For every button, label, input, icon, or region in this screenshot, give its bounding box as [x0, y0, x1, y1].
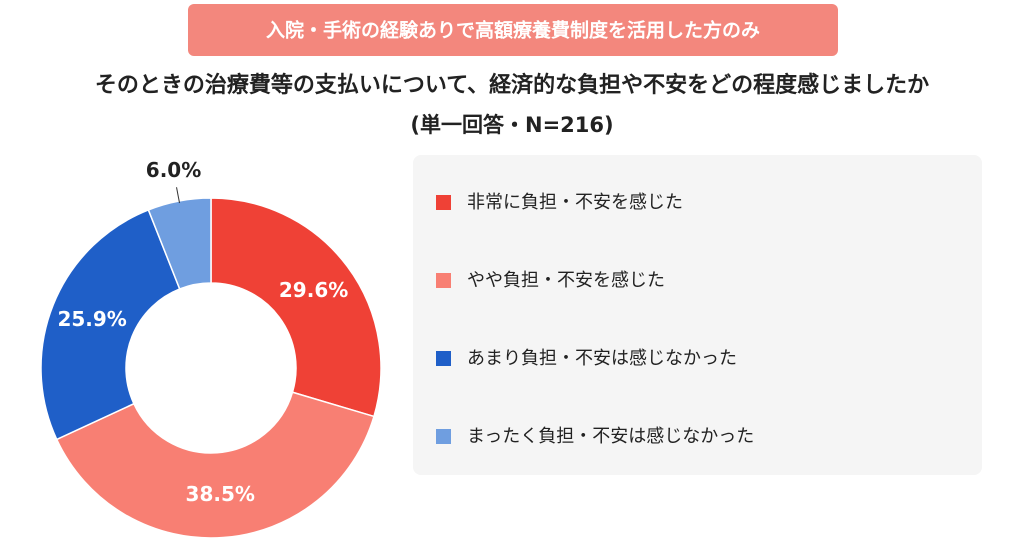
legend-swatch — [436, 429, 451, 444]
data-label: 6.0% — [146, 158, 201, 182]
donut-slice — [40, 208, 181, 441]
legend-swatch — [436, 351, 451, 366]
donut-slice — [210, 197, 382, 418]
badge — [188, 4, 838, 56]
data-label: 38.5% — [186, 482, 255, 506]
data-label: 29.6% — [279, 278, 348, 302]
chart-subtitle: (単一回答・N=216) — [410, 113, 613, 137]
legend-box — [413, 155, 982, 475]
data-label: 25.9% — [57, 307, 126, 331]
donut-slice — [55, 391, 375, 538]
leader-line — [176, 187, 181, 204]
legend-label: やや負担・不安を感じた — [467, 270, 665, 291]
chart-title: そのときの治療費等の支払いについて、経済的な負担や不安をどの程度感じましたか — [95, 72, 929, 98]
legend-label: あまり負担・不安は感じなかった — [467, 348, 737, 369]
legend-swatch — [436, 195, 451, 210]
legend-label: 非常に負担・不安を感じた — [467, 192, 683, 213]
legend-label: まったく負担・不安は感じなかった — [467, 426, 754, 447]
legend-swatch — [436, 273, 451, 288]
donut-slice — [147, 197, 212, 290]
badge-text: 入院・手術の経験ありで高額療養費制度を活用した方のみ — [266, 19, 760, 42]
